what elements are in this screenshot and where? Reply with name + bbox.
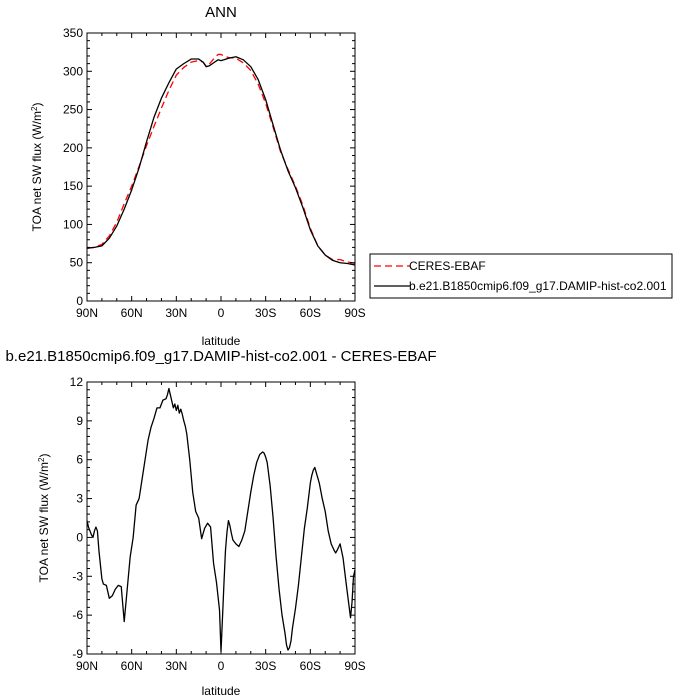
series-line-ceres-ebaf [86,53,356,265]
x-tick-label: 0 [218,306,225,320]
bottom-y-axis-ticks: -9 -6 -3 0 3 6 9 12 [70,375,355,661]
y-tick-label: 150 [63,179,83,193]
top-plot-frame [86,32,356,302]
series-line-difference [86,387,356,653]
bottom-x-axis-ticks: 90N 60N 30N 0 30S 60S 90S [76,382,366,673]
x-tick-label: 90S [344,659,365,673]
y-tick-label: 300 [63,64,83,78]
top-legend: CERES-EBAF b.e21.B1850cmip6.f09_g17.DAMI… [369,253,673,299]
top-plot-area [86,53,356,266]
x-tick-label: 90N [76,306,98,320]
top-y-axis-ticks: 0 50 100 150 200 250 300 350 [63,26,355,308]
x-tick-label: 60S [300,306,321,320]
series-line-b-e21-b1850cmip6-f09-g17-damip-hist-co2-001 [86,56,356,266]
y-tick-label: -6 [72,608,83,622]
top-x-axis-label: latitude [202,334,241,348]
bottom-x-axis-label: latitude [202,684,241,698]
y-tick-label: 250 [63,103,83,117]
bottom-panel: b.e21.B1850cmip6.f09_g17.DAMIP-hist-co2.… [5,348,436,698]
x-tick-label: 30S [255,659,276,673]
legend-label-ceres: CERES-EBAF [409,259,486,273]
top-x-axis-ticks: 90N 60N 30N 0 30S 60S 90S [76,33,366,320]
y-tick-label: 9 [76,414,83,428]
y-tick-label: 3 [76,492,83,506]
x-tick-label: 60N [121,659,143,673]
x-tick-label: 90N [76,659,98,673]
x-tick-label: 0 [218,659,225,673]
y-tick-label: 0 [76,294,83,308]
top-chart-title: ANN [205,4,237,21]
y-tick-label: 350 [63,26,83,40]
y-tick-label: -3 [72,569,83,583]
bottom-y-axis-label: TOA net SW flux (W/m2) [37,454,51,583]
legend-label-model: b.e21.B1850cmip6.f09_g17.DAMIP-hist-co2.… [409,279,667,293]
y-tick-label: 0 [76,530,83,544]
legend-box [369,253,673,299]
x-tick-label: 30S [255,306,276,320]
x-tick-label: 60S [300,659,321,673]
y-tick-label: 200 [63,141,83,155]
y-tick-label: 100 [63,217,83,231]
x-tick-label: 90S [344,306,365,320]
y-tick-label: -9 [72,647,83,661]
y-tick-label: 12 [70,375,84,389]
x-tick-label: 30N [165,659,187,673]
top-y-axis-label: TOA net SW flux (W/m2) [30,103,44,232]
bottom-plot-frame [86,381,356,655]
bottom-chart-title: b.e21.B1850cmip6.f09_g17.DAMIP-hist-co2.… [5,348,436,365]
top-panel: ANN 90N 60N 30N 0 30S 60S 90S 0 50 100 150 200 250 3… [30,4,673,348]
x-tick-label: 30N [165,306,187,320]
y-tick-label: 6 [76,453,83,467]
y-tick-label: 50 [70,256,84,270]
x-tick-label: 60N [121,306,143,320]
bottom-plot-area [86,387,356,653]
